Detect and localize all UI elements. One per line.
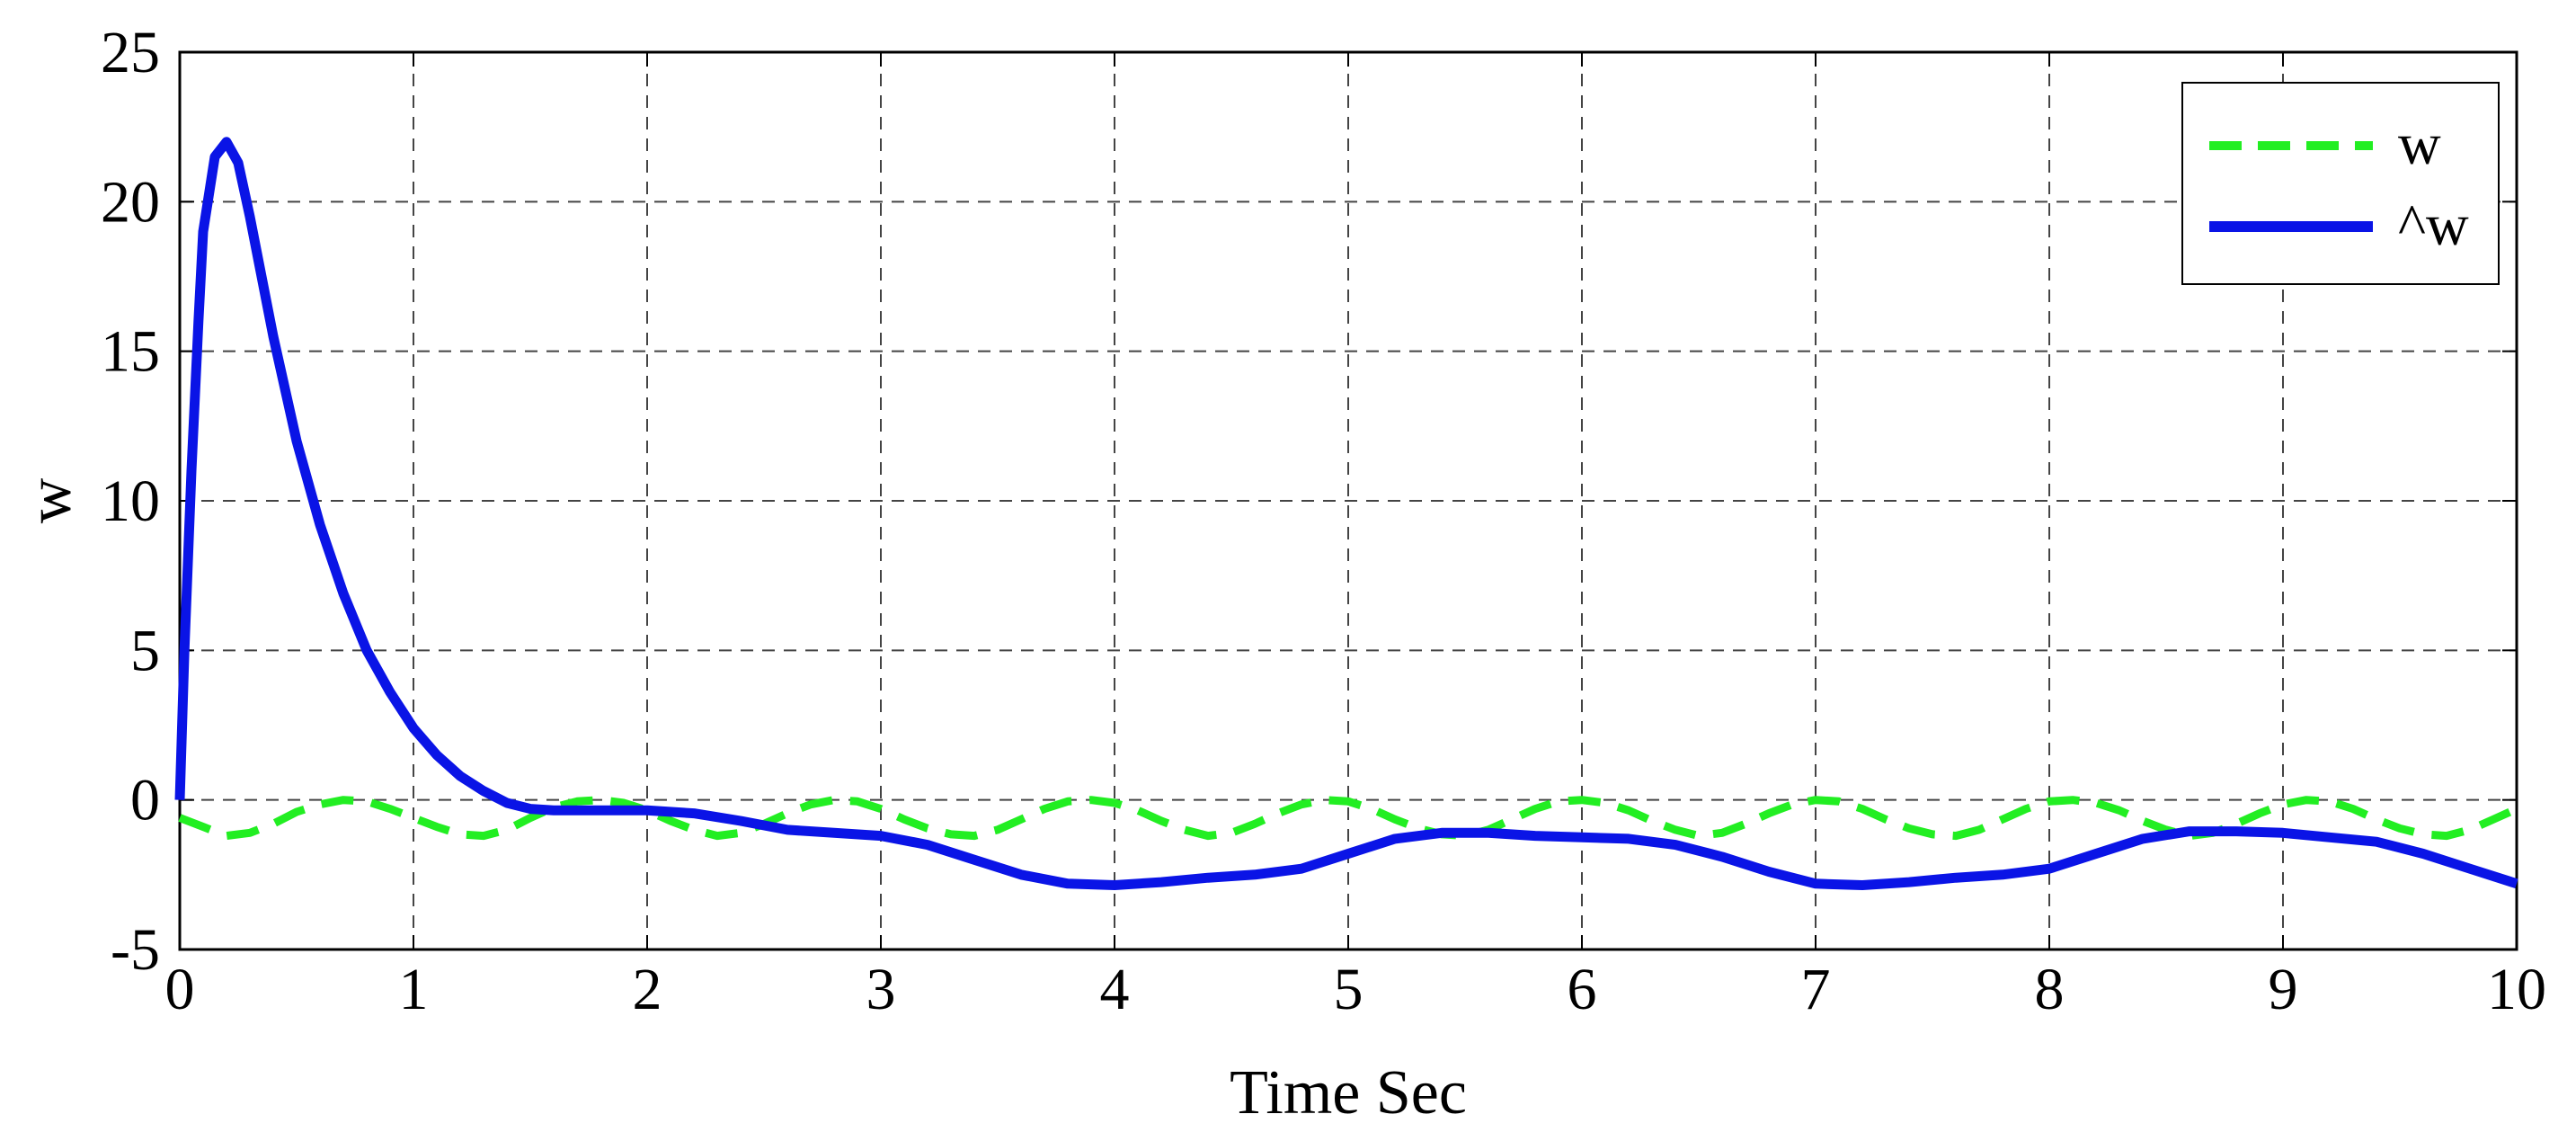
legend-label-w-hat: ^w bbox=[2398, 192, 2469, 258]
x-tick-label-1: 1 bbox=[399, 957, 429, 1022]
series-line-0 bbox=[178, 796, 2518, 841]
x-axis-label: Time Sec bbox=[1230, 1058, 1467, 1128]
y-tick-label-6: 25 bbox=[101, 20, 160, 85]
x-tick-label-9: 9 bbox=[2269, 957, 2298, 1022]
legend-label-w: w bbox=[2398, 111, 2441, 177]
x-tick-label-6: 6 bbox=[1568, 957, 1597, 1022]
legend: w ^w bbox=[2181, 82, 2500, 285]
y-tick-label-4: 15 bbox=[101, 319, 160, 385]
y-tick-label-2: 5 bbox=[130, 618, 160, 683]
x-tick-label-8: 8 bbox=[2035, 957, 2065, 1022]
x-tick-label-10: 10 bbox=[2487, 957, 2546, 1022]
x-tick-labels: 0 1 2 3 4 5 6 7 8 9 10 bbox=[165, 957, 2547, 1022]
y-tick-label-1: 0 bbox=[130, 768, 160, 833]
x-tick-label-2: 2 bbox=[633, 957, 662, 1022]
legend-box bbox=[2181, 82, 2500, 285]
y-tick-label-3: 10 bbox=[101, 468, 160, 534]
x-tick-label-7: 7 bbox=[1801, 957, 1831, 1022]
x-tick-label-3: 3 bbox=[866, 957, 896, 1022]
x-tick-label-5: 5 bbox=[1334, 957, 1364, 1022]
series-line-1 bbox=[174, 137, 2518, 890]
x-tick-label-4: 4 bbox=[1100, 957, 1130, 1022]
y-tick-label-5: 20 bbox=[101, 169, 160, 235]
y-tick-label-0: -5 bbox=[111, 917, 160, 983]
y-axis-label: w bbox=[15, 477, 84, 523]
series bbox=[174, 137, 2518, 890]
x-tick-label-0: 0 bbox=[165, 957, 195, 1022]
y-tick-labels: -5 0 5 10 15 20 25 bbox=[101, 20, 160, 983]
